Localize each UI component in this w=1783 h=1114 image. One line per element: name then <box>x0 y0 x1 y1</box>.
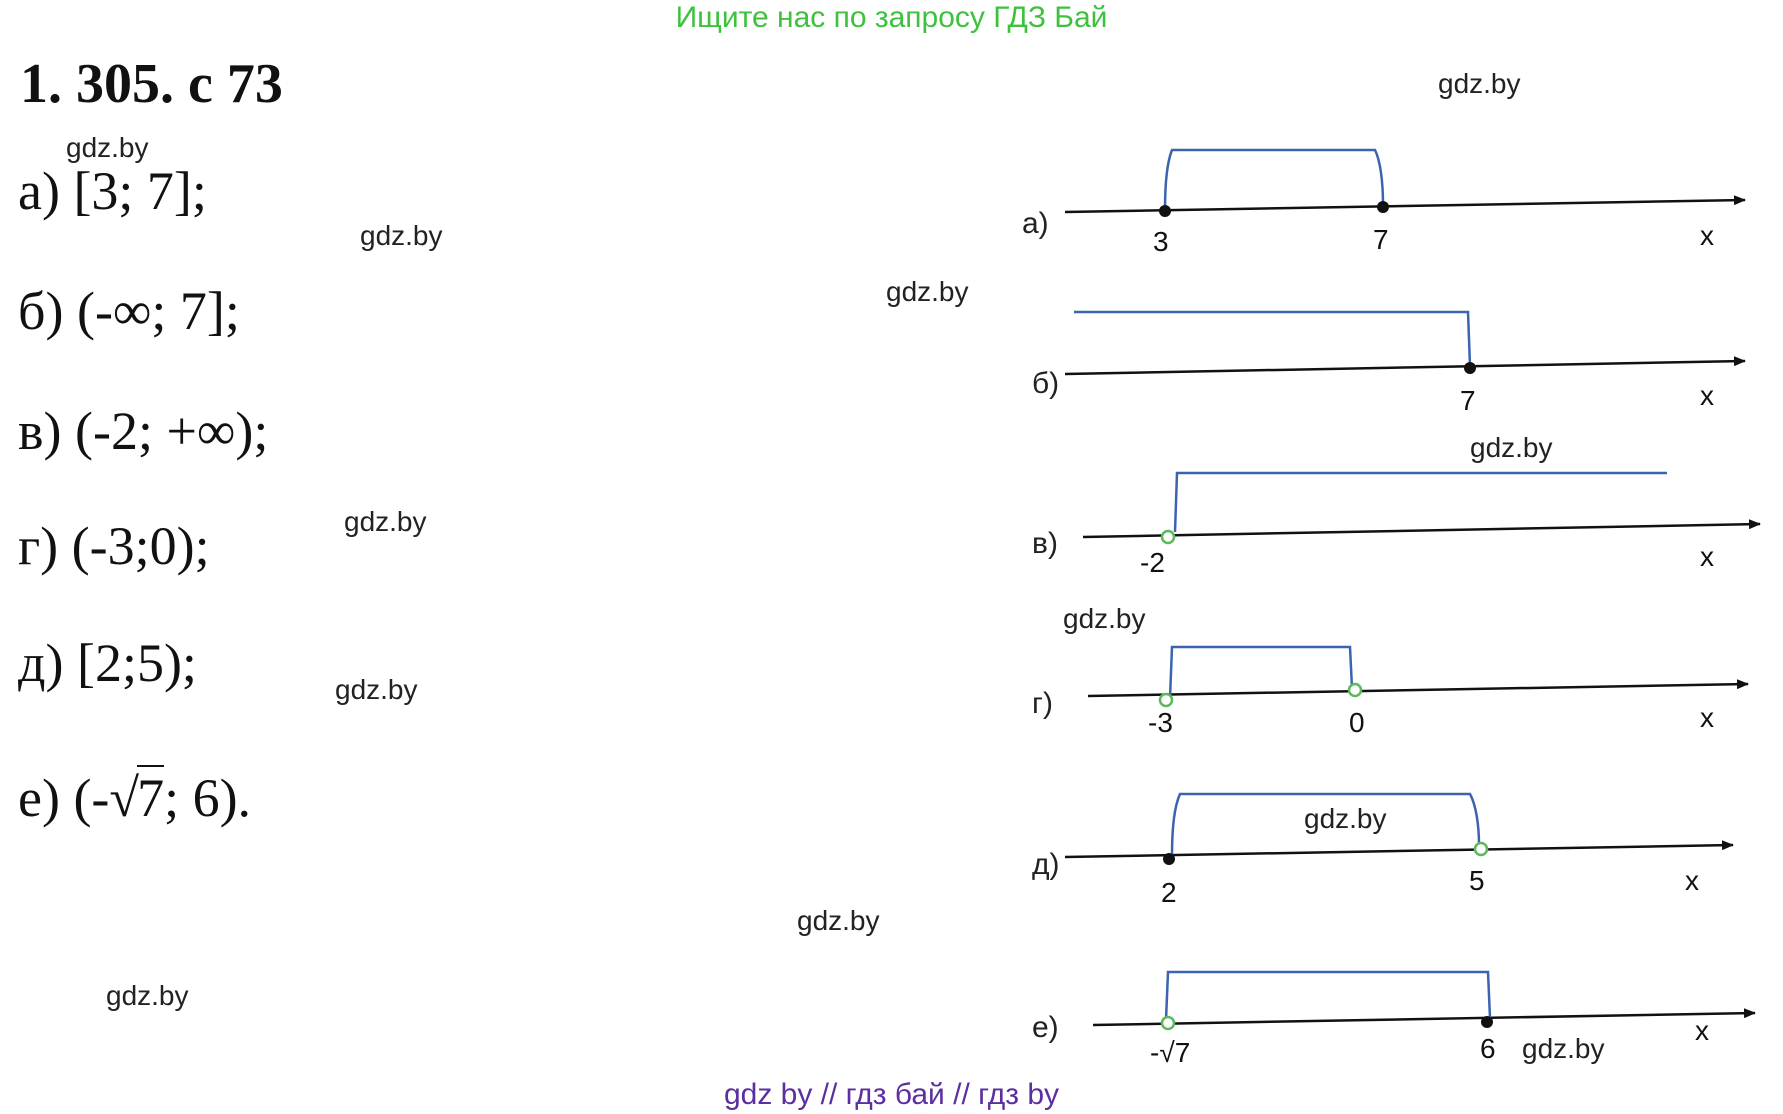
answer-f: е) (-√7; 6). <box>18 765 251 829</box>
number-line-a: а) 3 7 x <box>1022 148 1746 257</box>
axis-label-x: x <box>1700 380 1714 411</box>
axis-line-e <box>1064 840 1734 859</box>
watermark: gdz.by <box>1522 1033 1605 1064</box>
axis-label-x: x <box>1695 1015 1709 1046</box>
axis-label-x: x <box>1700 220 1714 251</box>
interval-bracket-d <box>1168 645 1354 699</box>
point-7-closed <box>1464 362 1476 374</box>
answer-d: г) (-3;0); <box>18 516 210 576</box>
diagram-label-c: в) <box>1032 527 1058 560</box>
point-7-closed <box>1377 201 1389 213</box>
interval-bracket-c <box>1173 471 1667 533</box>
watermark: gdz.by <box>344 506 427 537</box>
watermark: gdz.by <box>1063 603 1146 634</box>
point-0-open <box>1347 682 1363 698</box>
diagram-label-d: г) <box>1032 687 1053 720</box>
tick-label-5: 5 <box>1469 865 1485 896</box>
interval-bracket-a <box>1163 148 1385 211</box>
tick-label-minus3: -3 <box>1148 707 1173 738</box>
watermark: gdz.by <box>1438 68 1521 99</box>
tick-label-6: 6 <box>1480 1033 1496 1064</box>
diagram-label-a: а) <box>1022 207 1049 240</box>
axis-label-x: x <box>1700 702 1714 733</box>
watermark: gdz.by <box>797 905 880 936</box>
answer-f-radicand: 7 <box>137 765 165 825</box>
tick-label-0: 0 <box>1349 707 1365 738</box>
axis-line-f <box>1092 1008 1756 1027</box>
number-line-d: г) -3 0 x <box>1032 645 1749 738</box>
watermark: gdz.by <box>1304 803 1387 834</box>
diagram-label-e: д) <box>1032 848 1060 881</box>
watermark: gdz.by <box>106 980 189 1011</box>
point-minus-sqrt7-open <box>1160 1015 1176 1031</box>
tick-label-2: 2 <box>1161 877 1177 908</box>
point-2-closed <box>1163 853 1175 865</box>
answer-f-suffix: ; 6). <box>164 768 252 828</box>
watermark: gdz.by <box>1470 432 1553 463</box>
watermark: gdz.by <box>886 276 969 307</box>
interval-bracket-b <box>1074 310 1472 367</box>
answer-e: д) [2;5); <box>18 633 197 693</box>
point-minus2-open <box>1160 529 1176 545</box>
tick-label-7: 7 <box>1373 224 1389 255</box>
answer-c: в) (-2; +∞); <box>18 401 269 461</box>
diagram-label-f: е) <box>1032 1011 1059 1044</box>
exercise-title: 1. 305. с 73 <box>20 53 283 115</box>
axis-line-b <box>1064 356 1746 376</box>
axis-line-d <box>1087 679 1749 698</box>
number-line-b: б) 7 x <box>1032 310 1746 416</box>
answer-f-prefix: е) (-√ <box>18 768 140 828</box>
interval-bracket-e <box>1170 792 1481 856</box>
number-line-f: е) -√7 6 x <box>1032 970 1756 1068</box>
point-6-closed <box>1481 1016 1493 1028</box>
tick-label-minus-sqrt7: -√7 <box>1150 1037 1190 1068</box>
axis-line-a <box>1064 195 1746 214</box>
tick-label-3: 3 <box>1153 226 1169 257</box>
footer-links: gdz by // гдз бай // гдз by <box>723 1078 1060 1111</box>
point-3-closed <box>1159 205 1171 217</box>
answer-b: б) (-∞; 7]; <box>18 281 240 341</box>
interval-bracket-f <box>1164 970 1492 1021</box>
point-minus3-open <box>1158 692 1174 708</box>
point-5-open <box>1473 841 1489 857</box>
tick-label-minus2: -2 <box>1140 547 1165 578</box>
tick-label-7: 7 <box>1460 385 1476 416</box>
axis-label-x: x <box>1685 865 1699 896</box>
number-line-e: д) 2 5 x <box>1032 792 1734 908</box>
search-banner: Ищите нас по запросу ГДЗ Бай <box>675 1 1108 34</box>
watermark: gdz.by <box>335 674 418 705</box>
number-line-c: в) -2 x <box>1032 471 1761 578</box>
watermark: gdz.by <box>360 220 443 251</box>
watermark: gdz.by <box>66 132 149 163</box>
axis-line-c <box>1082 519 1761 539</box>
answer-a: а) [3; 7]; <box>18 161 207 221</box>
axis-label-x: x <box>1700 541 1714 572</box>
diagram-label-b: б) <box>1032 367 1059 400</box>
